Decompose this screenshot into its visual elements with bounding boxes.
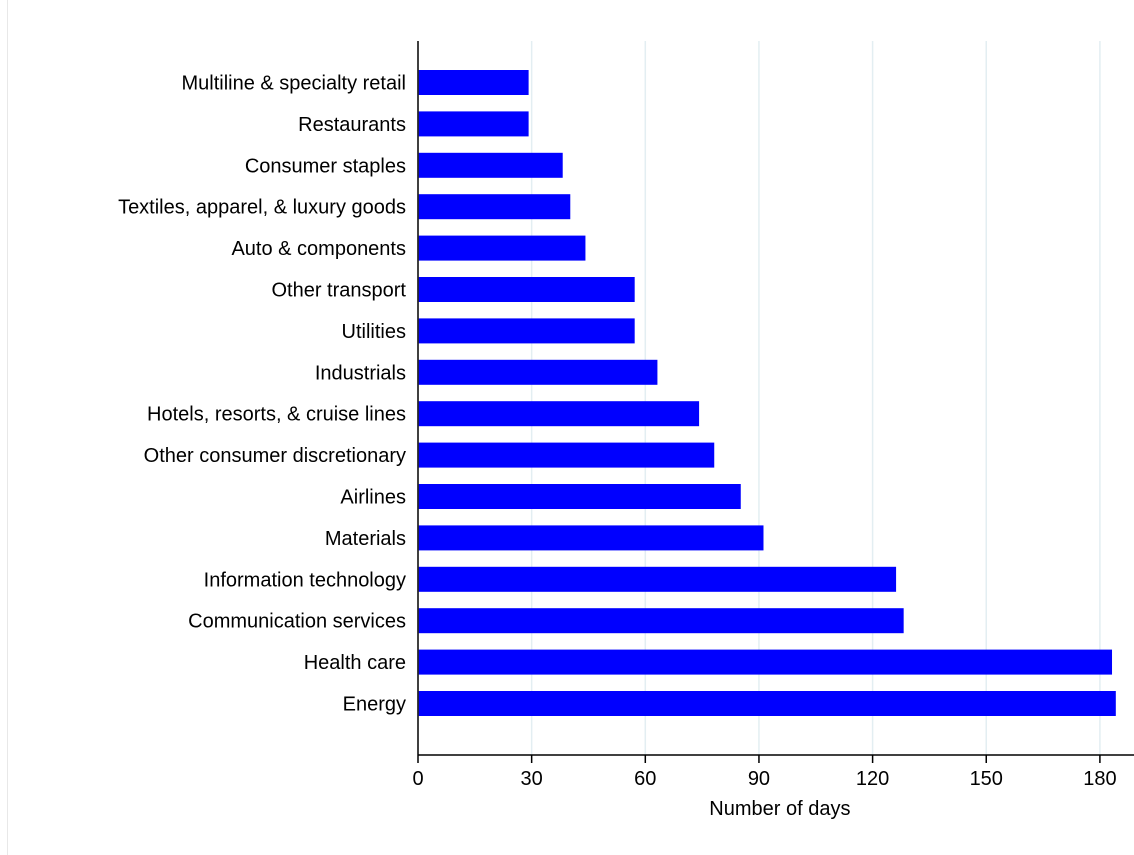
bar <box>418 691 1116 716</box>
category-label: Materials <box>325 528 406 550</box>
bar <box>418 359 658 385</box>
x-tick-label: 30 <box>521 768 543 790</box>
bar <box>418 70 529 95</box>
x-tick-label: 150 <box>970 768 1003 790</box>
category-label: Airlines <box>340 487 406 509</box>
bar <box>418 277 635 302</box>
category-label: Multiline & specialty retail <box>181 73 406 95</box>
bar <box>418 194 571 220</box>
grid-lines <box>530 41 1101 755</box>
category-label: Other transport <box>271 280 406 302</box>
bar <box>418 442 715 468</box>
x-tick-label: 90 <box>748 768 770 790</box>
bar <box>418 152 563 178</box>
bar <box>418 318 635 344</box>
bar <box>418 525 764 551</box>
category-label: Information technology <box>204 569 406 591</box>
category-label: Health care <box>304 652 406 674</box>
category-label: Restaurants <box>298 114 406 136</box>
x-ticks: 0 30 60 90 120 150 180 <box>412 755 1117 790</box>
category-label: Other consumer discretionary <box>144 445 406 467</box>
category-label: Hotels, resorts, & cruise lines <box>147 404 406 426</box>
bar <box>418 111 529 137</box>
category-label: Communication services <box>188 611 406 633</box>
category-label: Energy <box>343 694 406 716</box>
x-tick-label: 0 <box>412 768 423 790</box>
bar <box>418 566 897 592</box>
bar <box>418 235 586 261</box>
category-label: Industrials <box>315 362 406 384</box>
x-tick-label: 60 <box>634 768 656 790</box>
x-axis-title: Number of days <box>709 798 850 820</box>
bars <box>418 70 1116 716</box>
x-tick-label: 120 <box>856 768 889 790</box>
category-label: Textiles, apparel, & luxury goods <box>118 197 406 219</box>
bar <box>418 401 700 427</box>
bar <box>418 484 741 509</box>
category-label: Utilities <box>342 321 406 343</box>
chart-frame <box>7 0 1134 855</box>
bar <box>418 649 1113 675</box>
category-label: Consumer staples <box>245 155 406 177</box>
category-labels: Multiline & specialty retail Restaurants C… <box>118 73 406 716</box>
x-tick-label: 180 <box>1083 768 1116 790</box>
bar <box>418 608 904 634</box>
category-label: Auto & components <box>231 238 406 260</box>
axes <box>417 41 1134 756</box>
